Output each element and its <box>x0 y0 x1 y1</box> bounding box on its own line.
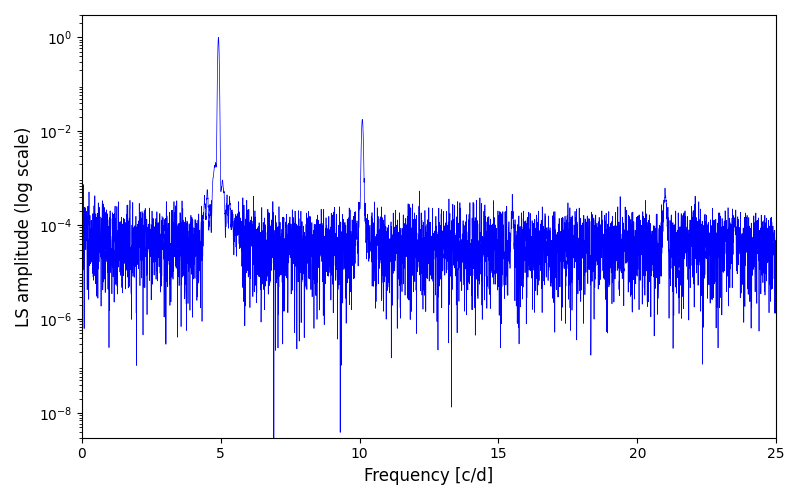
X-axis label: Frequency [c/d]: Frequency [c/d] <box>364 467 494 485</box>
Y-axis label: LS amplitude (log scale): LS amplitude (log scale) <box>15 126 33 326</box>
